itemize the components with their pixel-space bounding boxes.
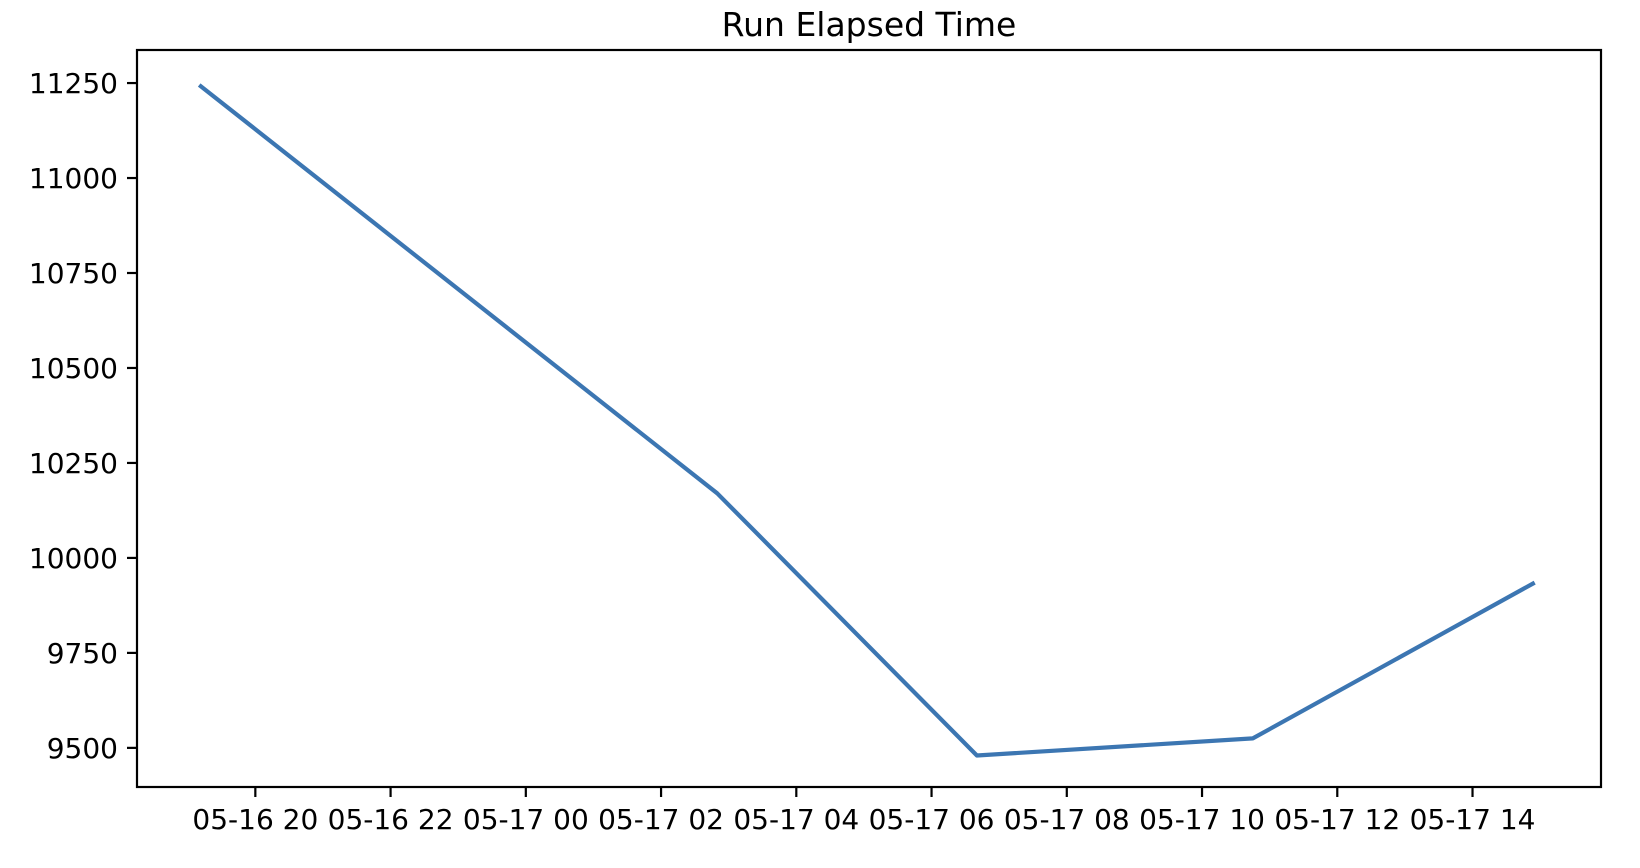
plot-frame [135,48,1603,789]
y-tick-label: 9500 [47,732,118,765]
run-line [197,83,1536,758]
x-tick-label: 05-17 10 [1139,803,1265,836]
x-tick-label: 05-17 14 [1410,803,1536,836]
x-tick-label: 05-17 04 [733,803,859,836]
y-tick-label: 10750 [29,257,118,290]
chart-title: Run Elapsed Time [722,5,1017,44]
y-tick-label: 10000 [29,542,118,575]
x-axis: 05-16 20 05-16 22 05-17 00 05-17 02 05-17 04… [192,787,1535,836]
y-axis: 9500 9750 10000 10250 10500 10750 11000 11250 [29,67,137,765]
y-tick-label: 10500 [29,352,118,385]
x-tick-label: 05-17 06 [869,803,995,836]
data-series [197,83,1536,758]
x-tick-label: 05-16 22 [328,803,454,836]
x-tick-label: 05-17 12 [1274,803,1400,836]
x-tick-label: 05-16 20 [192,803,318,836]
y-tick-label: 9750 [47,637,118,670]
y-tick-label: 10250 [29,447,118,480]
y-tick-label: 11000 [29,162,118,195]
x-tick-label: 05-17 00 [463,803,589,836]
x-tick-label: 05-17 08 [1004,803,1130,836]
y-tick-label: 11250 [29,67,118,100]
x-tick-label: 05-17 02 [598,803,724,836]
